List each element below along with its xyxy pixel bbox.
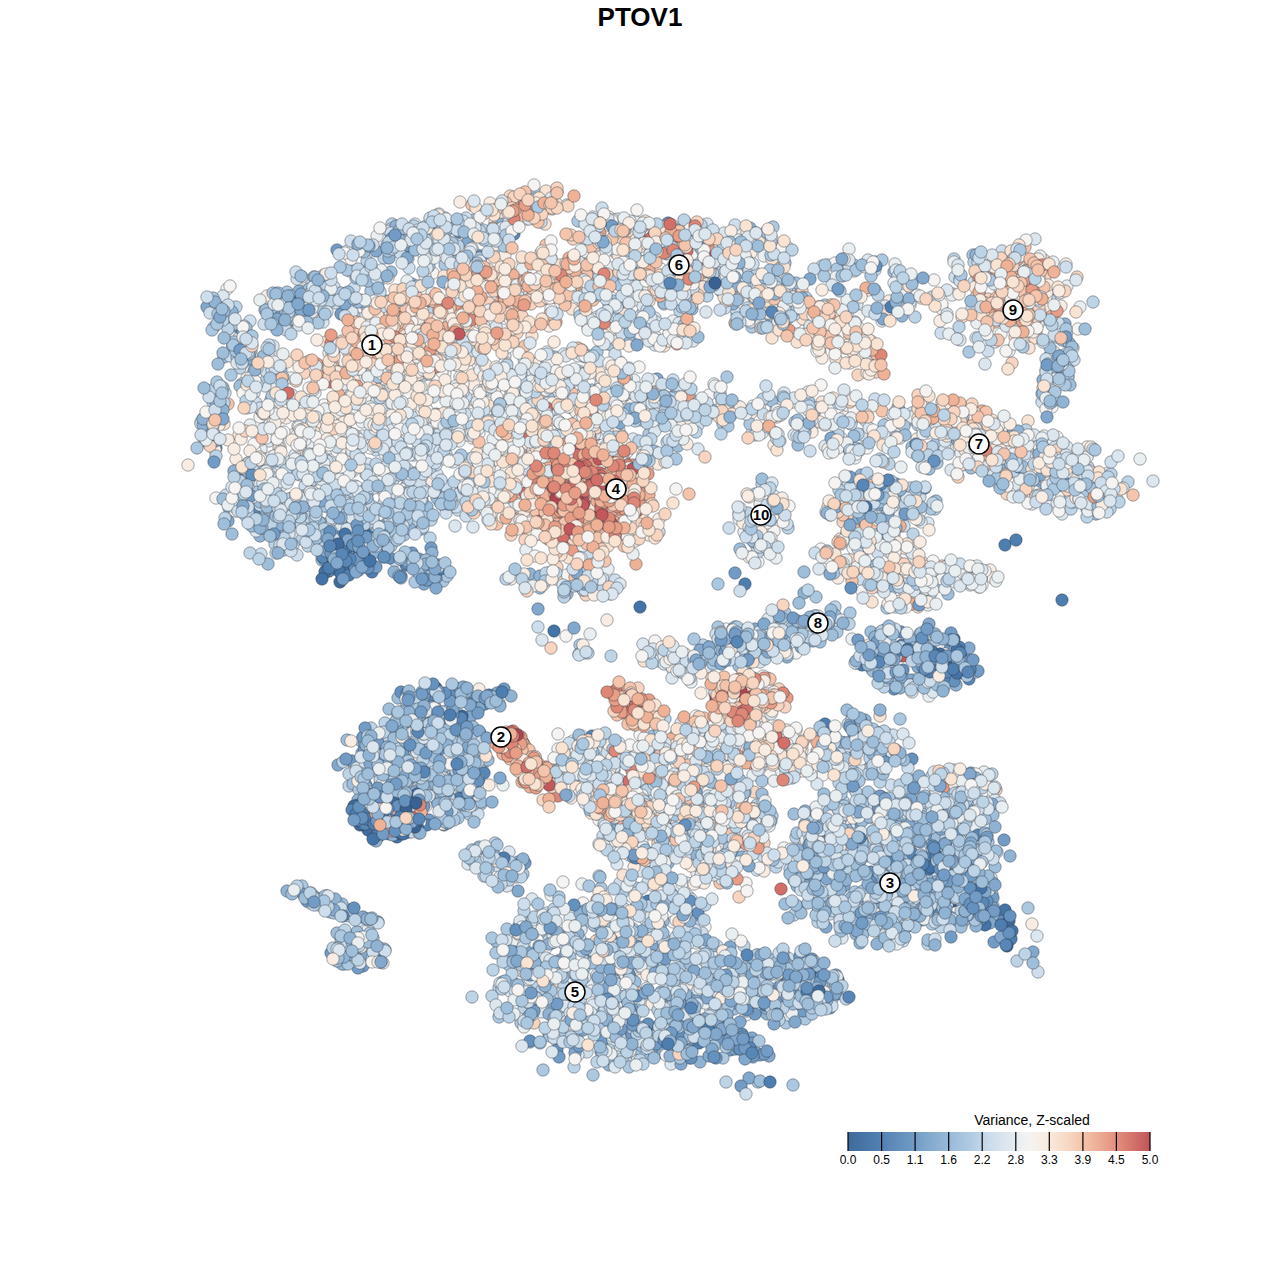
svg-text:Variance, Z-scaled: Variance, Z-scaled xyxy=(974,1112,1090,1128)
svg-text:6: 6 xyxy=(675,256,683,273)
svg-text:4.5: 4.5 xyxy=(1108,1153,1125,1167)
svg-text:5.0: 5.0 xyxy=(1142,1153,1159,1167)
svg-text:4: 4 xyxy=(612,480,621,497)
svg-text:2.2: 2.2 xyxy=(974,1153,991,1167)
svg-text:PTOV1: PTOV1 xyxy=(598,2,683,32)
svg-text:3: 3 xyxy=(886,874,894,891)
svg-text:1.6: 1.6 xyxy=(940,1153,957,1167)
svg-text:3.9: 3.9 xyxy=(1075,1153,1092,1167)
svg-text:7: 7 xyxy=(975,435,983,452)
svg-text:0.5: 0.5 xyxy=(873,1153,890,1167)
svg-text:1.1: 1.1 xyxy=(907,1153,924,1167)
svg-text:1: 1 xyxy=(368,336,376,353)
svg-text:2: 2 xyxy=(497,728,505,745)
svg-text:9: 9 xyxy=(1009,301,1017,318)
svg-text:10: 10 xyxy=(753,506,770,523)
svg-text:8: 8 xyxy=(814,614,822,631)
svg-text:2.8: 2.8 xyxy=(1007,1153,1024,1167)
svg-text:0.0: 0.0 xyxy=(840,1153,857,1167)
svg-text:3.3: 3.3 xyxy=(1041,1153,1058,1167)
svg-text:5: 5 xyxy=(571,983,579,1000)
